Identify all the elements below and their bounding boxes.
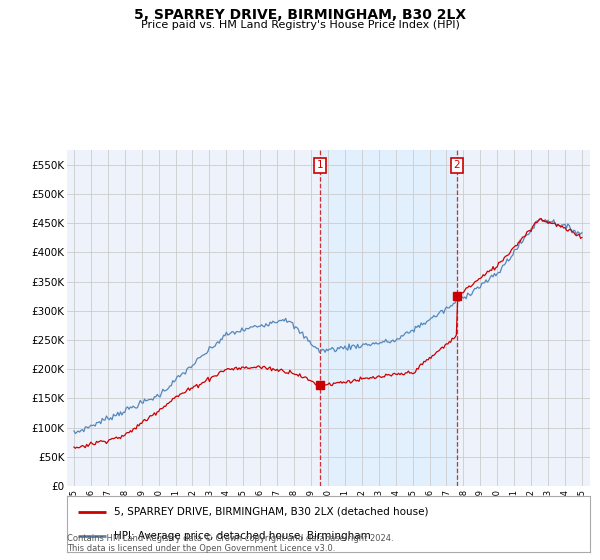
Text: Contains HM Land Registry data © Crown copyright and database right 2024.
This d: Contains HM Land Registry data © Crown c… [67,534,394,553]
Text: 1: 1 [317,160,323,170]
Text: Price paid vs. HM Land Registry's House Price Index (HPI): Price paid vs. HM Land Registry's House … [140,20,460,30]
Text: 5, SPARREY DRIVE, BIRMINGHAM, B30 2LX (detached house): 5, SPARREY DRIVE, BIRMINGHAM, B30 2LX (d… [114,507,429,517]
Bar [320,150,457,486]
Text: HPI: Average price, detached house, Birmingham: HPI: Average price, detached house, Birm… [114,531,371,542]
Text: 2: 2 [454,160,460,170]
Text: 5, SPARREY DRIVE, BIRMINGHAM, B30 2LX: 5, SPARREY DRIVE, BIRMINGHAM, B30 2LX [134,8,466,22]
